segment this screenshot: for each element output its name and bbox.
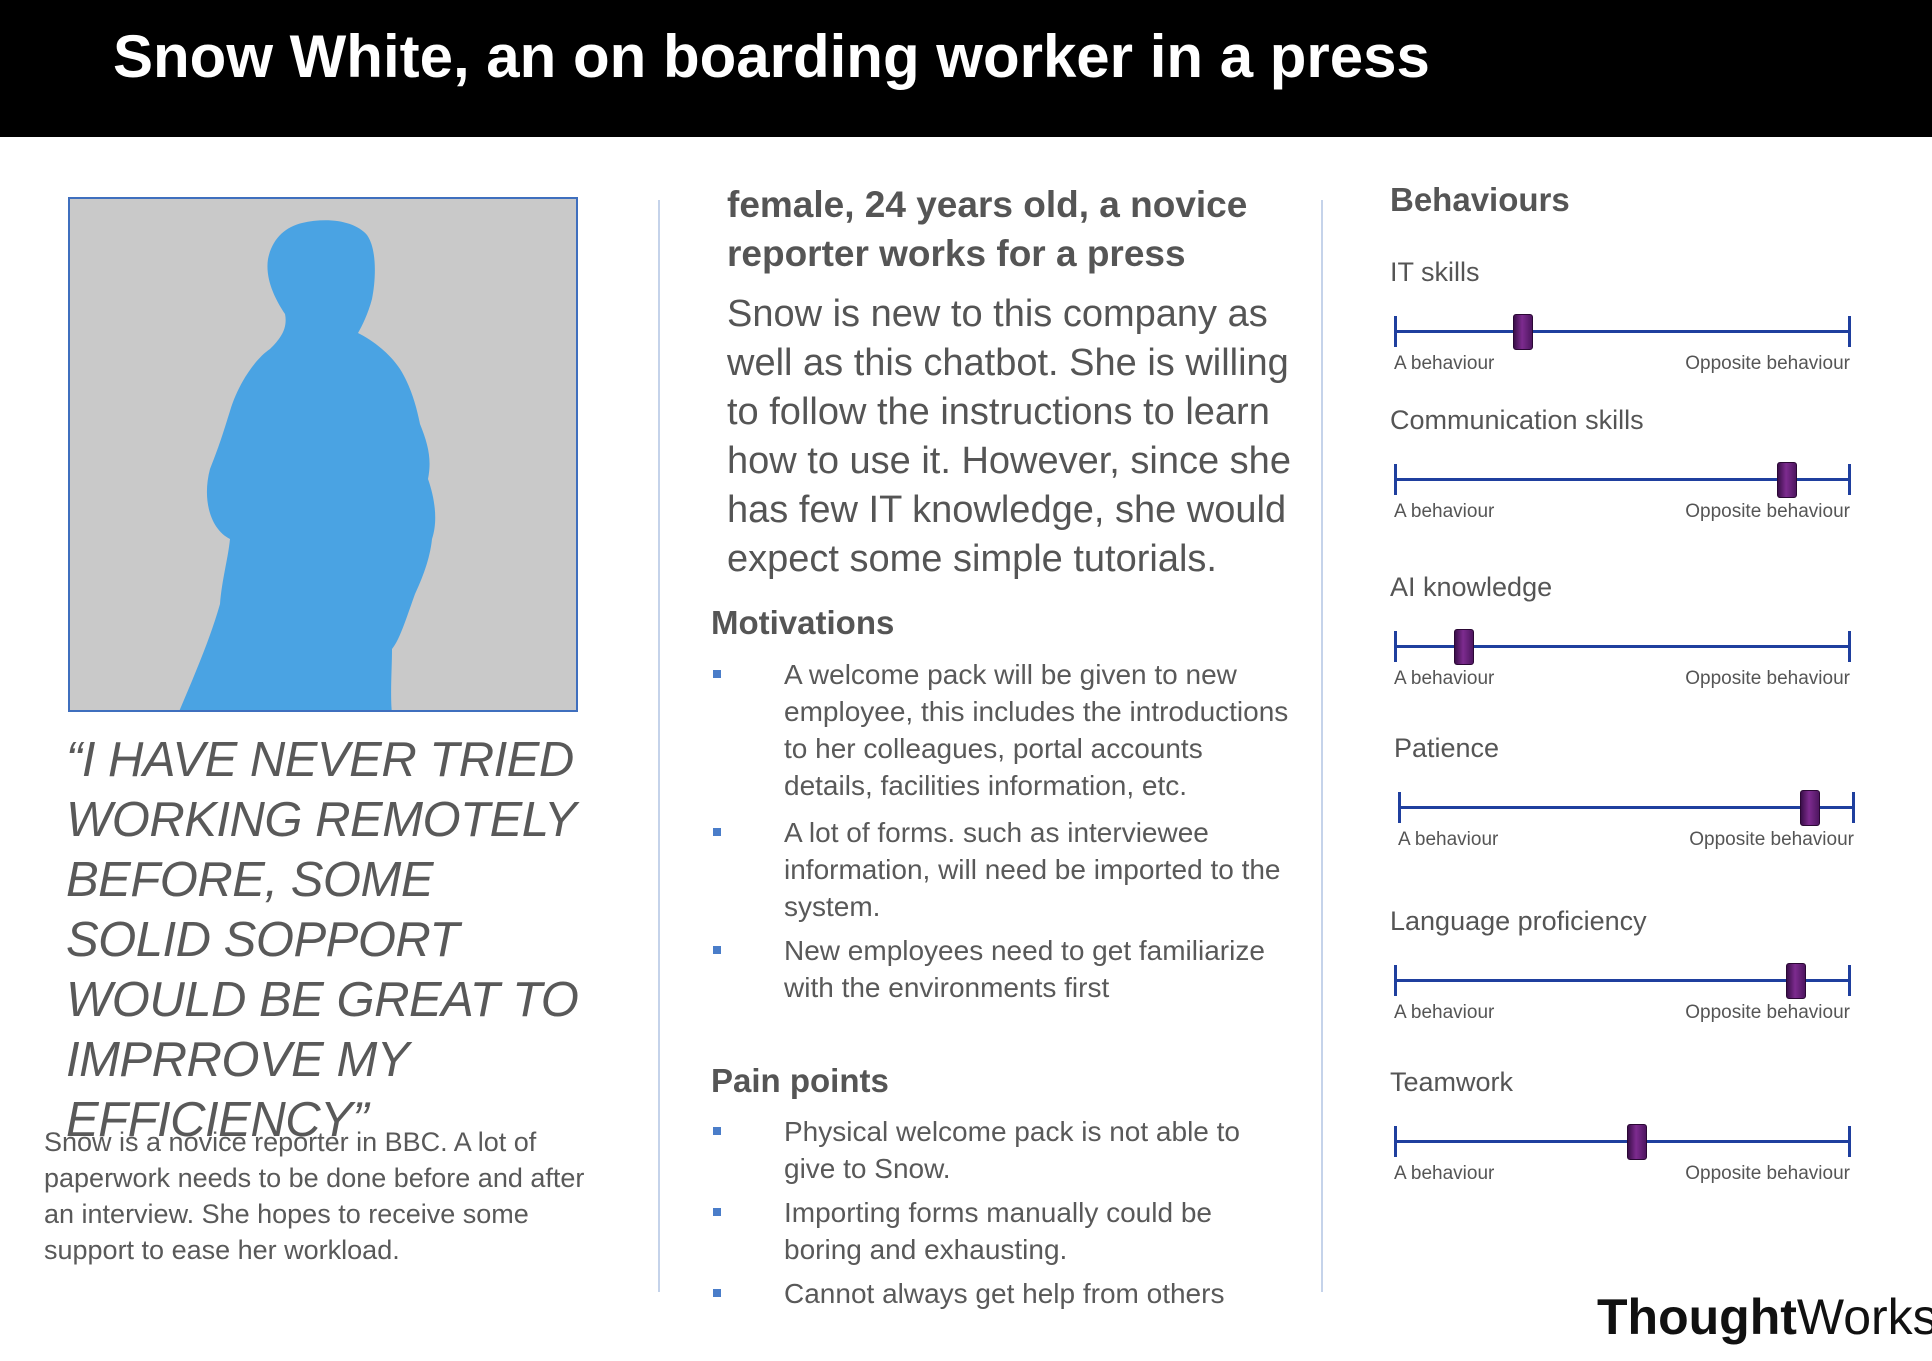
slider-tick-start	[1394, 316, 1397, 347]
behaviour-slider-language-proficiency: Language proficiency A behaviour Opposit…	[1390, 906, 1851, 1023]
slider-tick-end	[1848, 464, 1851, 495]
bullet-square-icon	[713, 1127, 721, 1135]
behaviour-label: Teamwork	[1390, 1067, 1514, 1097]
slider-tick-start	[1394, 965, 1397, 996]
slider-track	[1394, 330, 1850, 333]
slider-high-label: Opposite behaviour	[1685, 1002, 1850, 1023]
page-title: Snow White, an on boarding worker in a p…	[113, 23, 1430, 90]
slider-track	[1394, 478, 1850, 481]
person-silhouette-icon	[179, 220, 436, 710]
slider-high-label: Opposite behaviour	[1685, 1163, 1850, 1184]
list-item: A lot of forms. such as interviewee info…	[711, 814, 1291, 925]
slider-high-label: Opposite behaviour	[1689, 829, 1854, 850]
slider-knob	[1786, 963, 1807, 999]
motivations-heading: Motivations	[711, 604, 895, 641]
slider-knob	[1777, 462, 1798, 498]
persona-bio: Snow is a novice reporter in BBC. A lot …	[44, 1127, 585, 1265]
persona-photo	[68, 197, 578, 712]
bullet-square-icon	[713, 946, 721, 954]
slider-low-label: A behaviour	[1394, 1002, 1495, 1023]
persona-quote: “I HAVE NEVER TRIED WORKING REMOTELY BEF…	[66, 733, 579, 1147]
behaviour-label: AI knowledge	[1390, 572, 1553, 602]
list-item: New employees need to get familiarize wi…	[711, 932, 1291, 1006]
demographics: female, 24 years old, a novice reporter …	[727, 184, 1248, 274]
slider-tick-end	[1848, 316, 1851, 347]
slider-tick-end	[1852, 792, 1855, 823]
column-divider-right	[1321, 200, 1323, 1292]
bullet-square-icon	[713, 1289, 721, 1297]
slider-low-label: A behaviour	[1394, 1163, 1495, 1184]
list-item: Physical welcome pack is not able to giv…	[711, 1113, 1291, 1187]
bullet-square-icon	[713, 828, 721, 836]
slider-low-label: A behaviour	[1394, 501, 1495, 522]
slider-track	[1394, 645, 1850, 648]
slider-tick-start	[1394, 631, 1397, 662]
slider-low-label: A behaviour	[1394, 353, 1495, 374]
slider-track	[1398, 806, 1854, 809]
behaviour-slider-teamwork: Teamwork A behaviour Opposite behaviour	[1390, 1067, 1851, 1184]
slider-low-label: A behaviour	[1398, 829, 1499, 850]
motivations-list: A welcome pack will be given to new empl…	[711, 656, 1291, 1006]
slider-knob	[1627, 1124, 1648, 1160]
slider-tick-end	[1848, 1126, 1851, 1157]
column-divider-left	[658, 200, 660, 1292]
behaviour-label: IT skills	[1390, 257, 1480, 287]
persona-description: Snow is new to this company as well as t…	[727, 293, 1291, 580]
slider-tick-start	[1394, 1126, 1397, 1157]
slider-track	[1394, 1140, 1850, 1143]
slider-high-label: Opposite behaviour	[1685, 668, 1850, 689]
bullet-square-icon	[713, 670, 721, 678]
slider-knob	[1513, 314, 1534, 350]
behaviour-slider-patience: Patience A behaviour Opposite behaviour	[1394, 733, 1855, 850]
bullet-square-icon	[713, 1208, 721, 1216]
behaviour-slider-communication-skills: Communication skills A behaviour Opposit…	[1390, 405, 1851, 522]
slider-high-label: Opposite behaviour	[1685, 501, 1850, 522]
slider-track	[1394, 979, 1850, 982]
slider-tick-start	[1398, 792, 1401, 823]
list-item: A welcome pack will be given to new empl…	[711, 656, 1291, 804]
behaviour-slider-it-skills: IT skills A behaviour Opposite behaviour	[1390, 257, 1851, 374]
behaviour-slider-ai-knowledge: AI knowledge A behaviour Opposite behavi…	[1390, 572, 1851, 689]
pain-points-list: Physical welcome pack is not able to giv…	[711, 1113, 1291, 1312]
slider-knob	[1454, 629, 1475, 665]
slider-low-label: A behaviour	[1394, 668, 1495, 689]
list-item: Cannot always get help from others	[711, 1275, 1291, 1312]
behaviour-label: Language proficiency	[1390, 906, 1647, 936]
behaviour-label: Patience	[1394, 733, 1500, 763]
thoughtworks-logo: ThoughtWorks®	[1597, 1289, 1932, 1345]
pain-points-heading: Pain points	[711, 1062, 889, 1099]
slider-knob	[1799, 790, 1820, 826]
slider-tick-start	[1394, 464, 1397, 495]
header-bar: Snow White, an on boarding worker in a p…	[0, 0, 1932, 137]
slider-high-label: Opposite behaviour	[1685, 353, 1850, 374]
slider-tick-end	[1848, 631, 1851, 662]
slider-tick-end	[1848, 965, 1851, 996]
list-item: Importing forms manually could be boring…	[711, 1194, 1291, 1268]
behaviours-heading: Behaviours	[1390, 181, 1570, 218]
behaviour-label: Communication skills	[1390, 405, 1644, 435]
